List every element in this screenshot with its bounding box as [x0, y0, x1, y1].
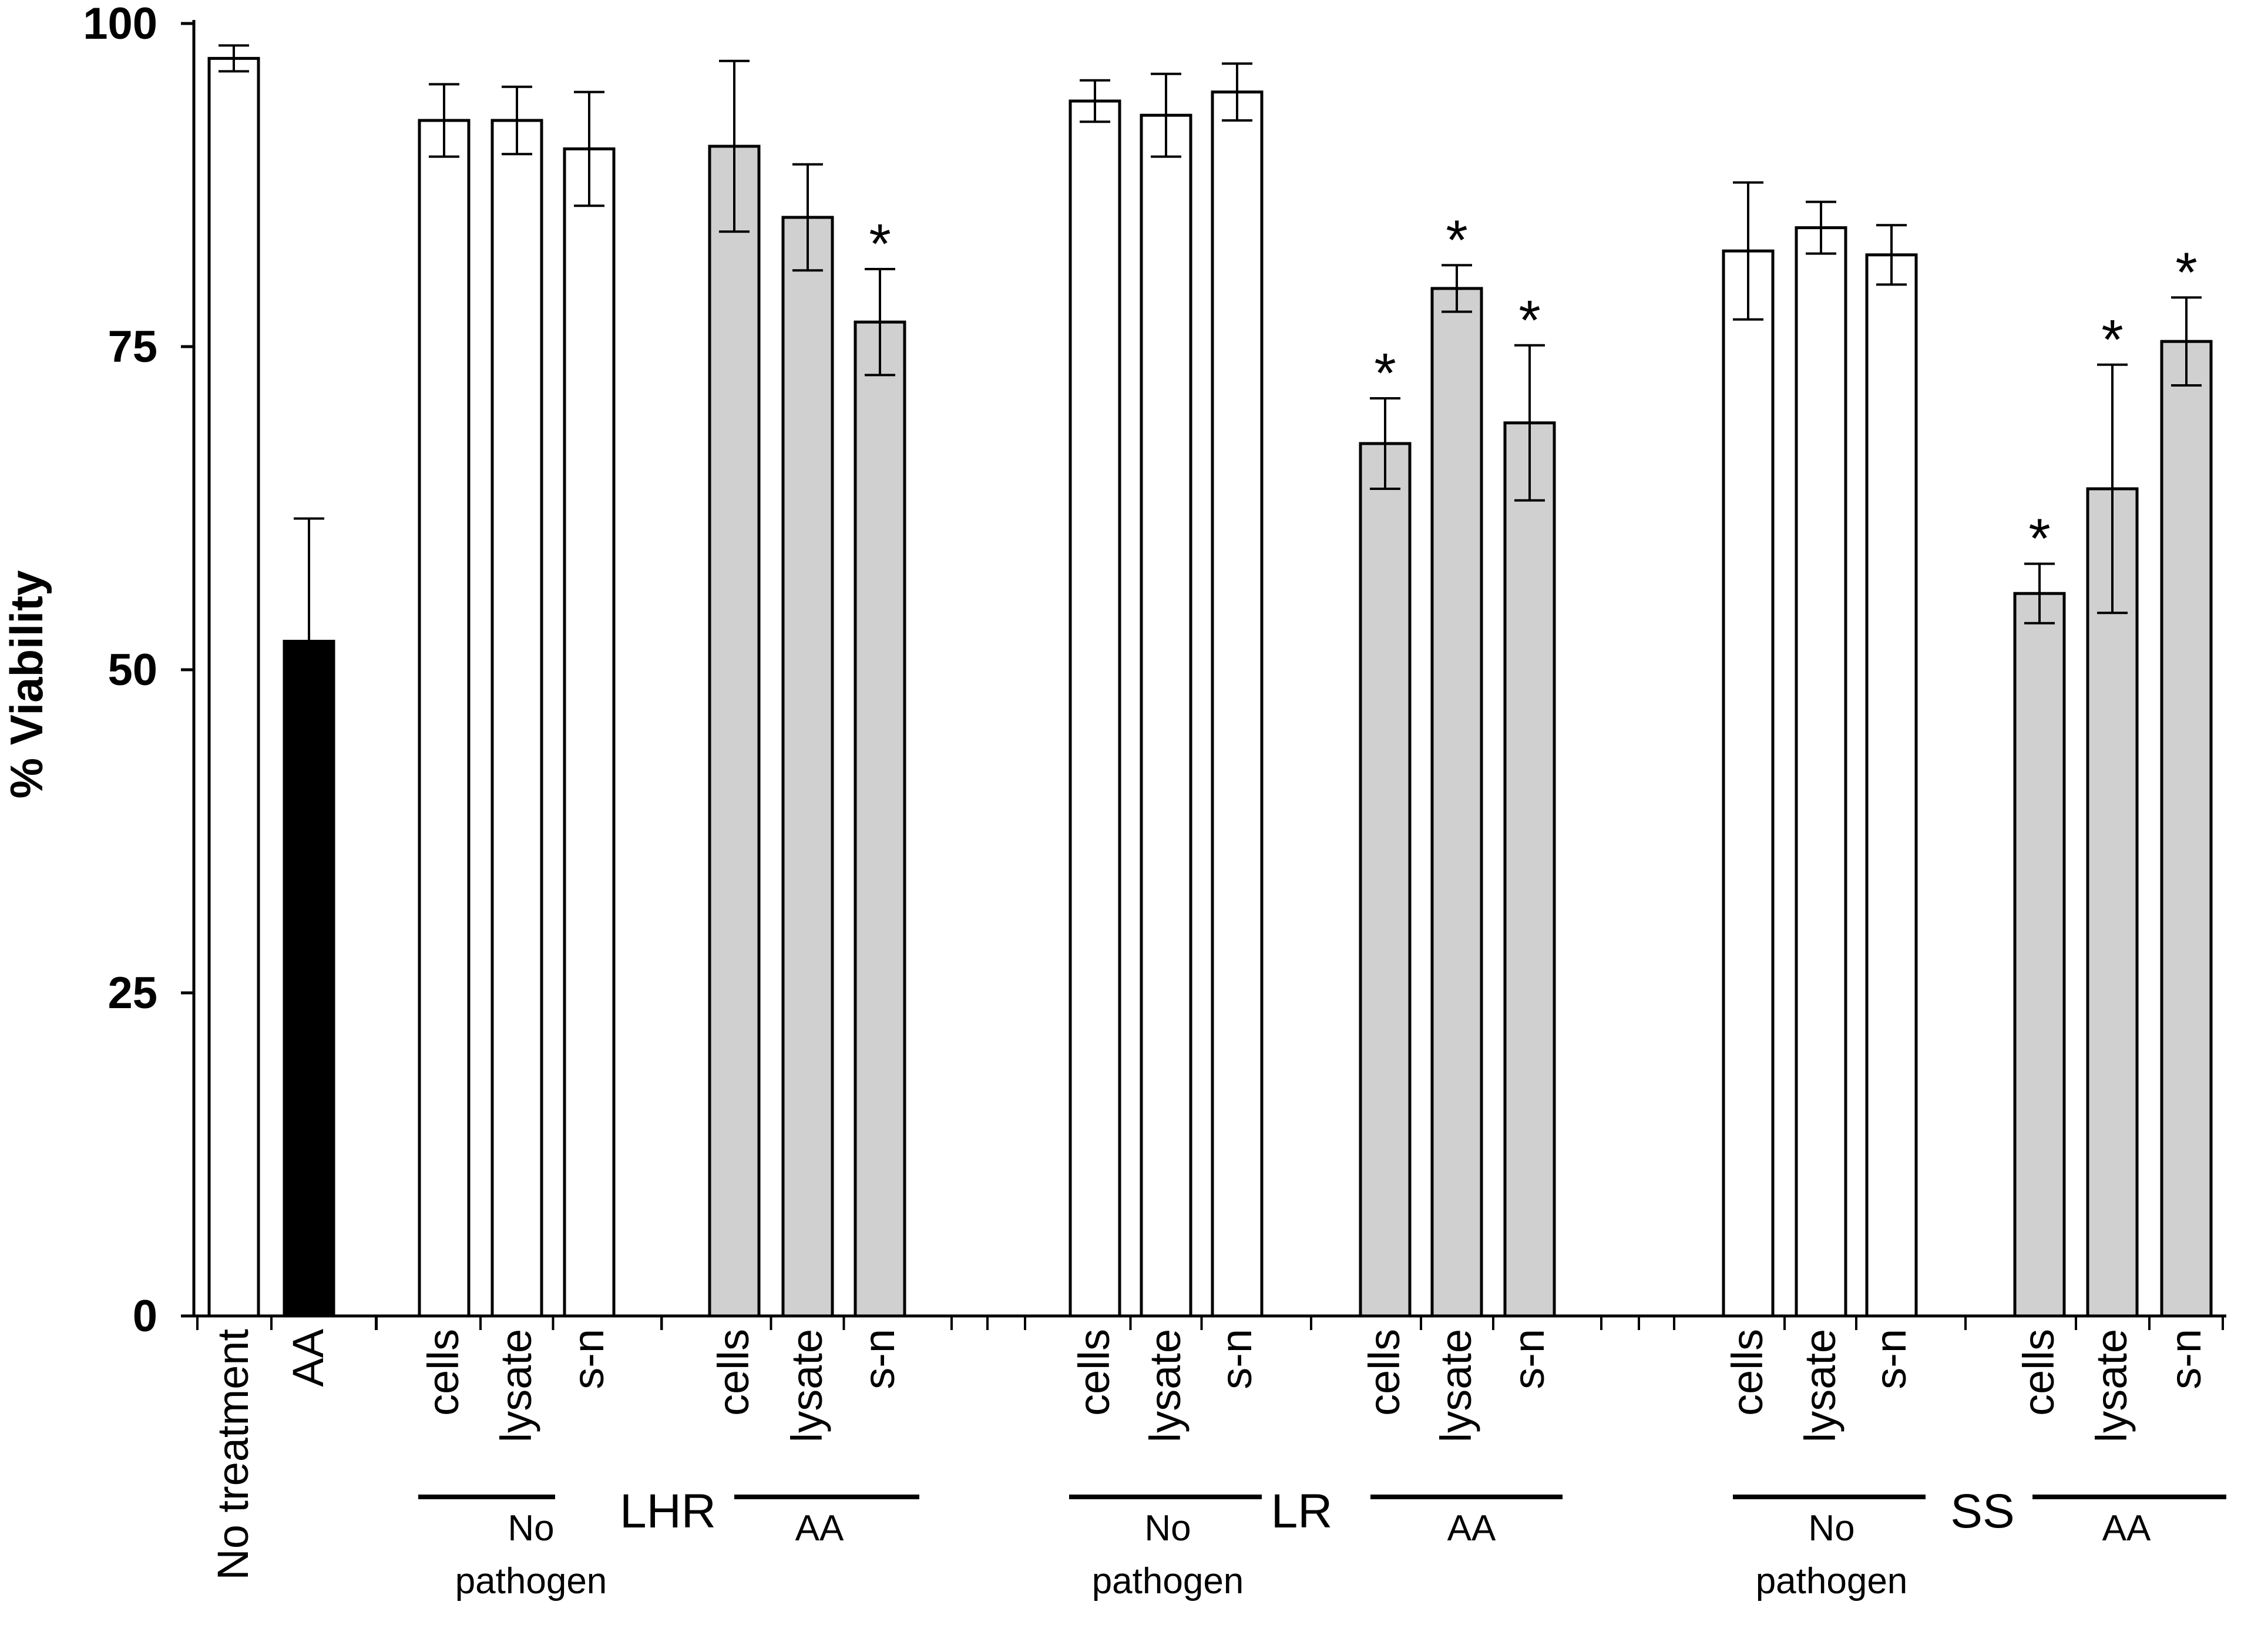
category-label: cells — [1723, 1329, 1772, 1416]
significance-marker: * — [869, 213, 891, 276]
y-axis-label: % Viability — [1, 570, 52, 799]
bar — [1140, 113, 1192, 1318]
category-label: lysate — [782, 1329, 831, 1442]
bar — [1865, 253, 1918, 1318]
significance-marker: * — [1518, 289, 1540, 352]
bar — [2086, 487, 2139, 1318]
subgroup-label: pathogen — [1756, 1561, 1908, 1601]
bar — [1722, 249, 1775, 1318]
labels-layer: No treatment AA cells lysate s-n cells lysate s… — [209, 1328, 2226, 1601]
subgroup-label: AA — [1447, 1508, 1496, 1549]
category-label: s-n — [1212, 1329, 1261, 1389]
category-label: No treatment — [209, 1329, 257, 1580]
subgroup-label: No — [508, 1508, 554, 1549]
subgroup-label: AA — [2102, 1508, 2151, 1549]
category-label: s-n — [564, 1329, 613, 1389]
bar — [1430, 287, 1483, 1318]
category-label: cells — [1360, 1329, 1409, 1416]
category-label: lysate — [1432, 1329, 1480, 1442]
category-label: lysate — [1141, 1329, 1190, 1442]
category-label: AA — [284, 1328, 332, 1386]
y-tick-label: 50 — [107, 645, 157, 695]
bars-layer: * * * * * * * — [207, 44, 2213, 1318]
subgroup-label: No — [1144, 1508, 1191, 1549]
category-label: cells — [2014, 1329, 2063, 1416]
category-label: lysate — [1796, 1329, 1844, 1442]
subgroup-label: No — [1808, 1508, 1854, 1549]
bar — [1069, 99, 1121, 1318]
category-label: lysate — [2087, 1329, 2136, 1442]
bar — [283, 640, 335, 1318]
bar — [854, 320, 906, 1318]
bar — [2013, 592, 2066, 1318]
category-label: s-n — [2161, 1329, 2210, 1389]
y-tick-label: 25 — [107, 968, 157, 1018]
bar — [1503, 421, 1556, 1318]
category-label: s-n — [1504, 1329, 1553, 1389]
y-tick-label: 100 — [83, 0, 157, 49]
bar — [563, 147, 616, 1318]
category-label: cells — [1070, 1329, 1118, 1416]
subgroup-label: AA — [795, 1508, 844, 1549]
y-tick-label: 0 — [133, 1291, 157, 1341]
category-label: s-n — [1866, 1329, 1915, 1389]
category-label: lysate — [492, 1329, 540, 1442]
category-label: cells — [419, 1329, 468, 1416]
bar — [1795, 226, 1847, 1318]
bar — [490, 119, 543, 1318]
subgroup-label: pathogen — [1092, 1561, 1244, 1601]
bar — [207, 56, 260, 1318]
bar — [781, 216, 834, 1318]
subgroup-label: pathogen — [455, 1561, 607, 1601]
bar — [1359, 442, 1412, 1318]
significance-marker: * — [1446, 209, 1467, 271]
significance-marker: * — [2101, 308, 2123, 371]
category-label: cells — [709, 1329, 758, 1416]
significance-marker: * — [1374, 342, 1396, 405]
y-tick-label: 75 — [107, 322, 157, 372]
group-name: SS — [1950, 1485, 2014, 1538]
group-name: LR — [1271, 1485, 1333, 1538]
bar — [708, 145, 761, 1318]
category-label: s-n — [855, 1329, 903, 1389]
group-name: LHR — [620, 1485, 716, 1538]
significance-marker: * — [2175, 241, 2197, 304]
significance-marker: * — [2028, 508, 2050, 570]
bar — [1211, 90, 1264, 1318]
bar — [2160, 340, 2213, 1318]
bar — [418, 119, 471, 1318]
